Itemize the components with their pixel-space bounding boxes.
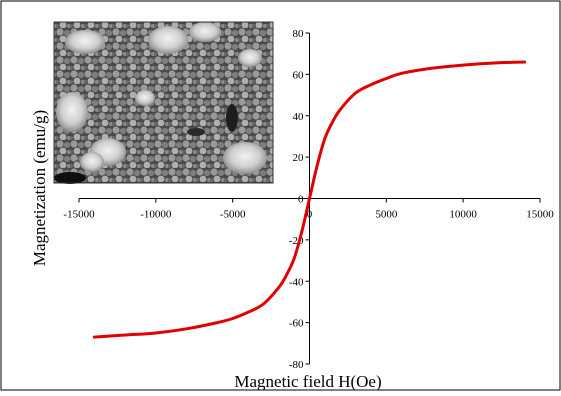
x-tick-label: 0 <box>307 209 313 221</box>
data-point <box>231 317 234 320</box>
y-axis-label: Magnetization (emu/g) <box>30 110 49 266</box>
data-point <box>216 321 219 324</box>
x-tick-label: 5000 <box>375 209 398 221</box>
x-tick-label: 15000 <box>526 209 554 221</box>
data-point <box>154 331 158 335</box>
data-point <box>277 286 280 289</box>
y-tick-label: 60 <box>293 69 305 81</box>
data-point <box>308 197 311 200</box>
data-point <box>461 63 465 67</box>
data-point <box>323 137 327 140</box>
data-point <box>369 83 373 86</box>
data-point <box>331 120 334 124</box>
x-tick-label: 10000 <box>449 209 477 221</box>
data-point <box>315 164 319 167</box>
tick-labels: -15000 -10000 -5000 0 5000 10000 15000 -80 -60 -4… <box>63 28 554 371</box>
y-tick-label: 40 <box>293 111 305 123</box>
x-tick-label: -10000 <box>140 209 172 221</box>
data-point <box>354 91 357 95</box>
data-point <box>285 273 288 277</box>
data-point <box>292 257 296 260</box>
data-point <box>123 333 127 337</box>
data-point <box>185 327 188 331</box>
x-tick-label: -5000 <box>220 209 246 221</box>
y-tick-label: -80 <box>289 359 304 371</box>
y-tick-label: 20 <box>293 152 305 164</box>
y-tick-label: -40 <box>289 276 304 288</box>
sem-inset-image <box>53 21 274 184</box>
data-point <box>523 60 526 64</box>
series-group <box>92 60 527 339</box>
data-point <box>492 61 496 65</box>
data-point <box>246 311 250 314</box>
y-tick-label: 80 <box>293 28 305 40</box>
data-point <box>339 108 342 111</box>
data-point <box>262 302 265 306</box>
y-tick-label: 0 <box>298 194 304 206</box>
x-tick-label: -15000 <box>63 209 95 221</box>
data-point <box>300 230 304 233</box>
data-point <box>93 335 96 339</box>
data-point <box>385 77 388 80</box>
x-axis-label: Magnetic field H(Oe) <box>234 372 381 391</box>
data-point <box>400 72 403 75</box>
data-point <box>431 66 434 70</box>
y-tick-label: -60 <box>289 318 304 330</box>
